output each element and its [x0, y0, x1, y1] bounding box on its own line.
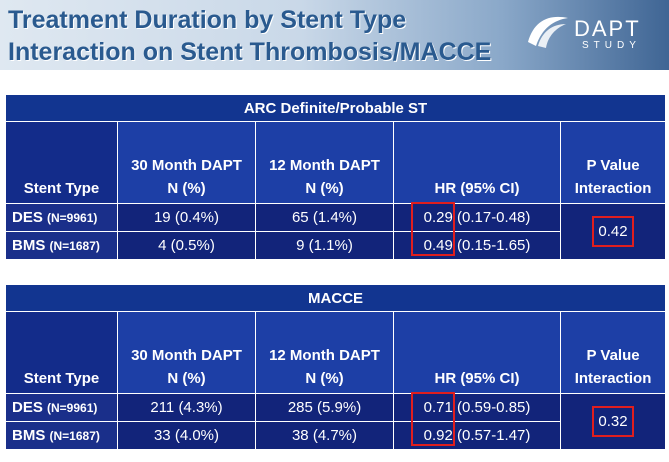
dapt30-cell: 4 (0.5%) — [117, 231, 256, 260]
section-title: ARC Definite/Probable ST — [4, 94, 667, 122]
tables-area: ARC Definite/Probable ST Stent Type 30 M… — [0, 70, 669, 462]
col-header-hr: HR (95% CI) — [393, 311, 561, 394]
table-row: DES (N=9961) 19 (0.4%) 65 (1.4%) 0.29 (0… — [5, 203, 667, 260]
col-header-stent-type: Stent Type — [5, 311, 118, 394]
col-header-30-month-dapt: 30 Month DAPT N (%) — [117, 311, 256, 394]
hr-cell: 0.49 (0.15-1.65) — [393, 231, 561, 260]
col-header-hr: HR (95% CI) — [393, 121, 561, 204]
stent-type-cell: DES (N=9961) — [5, 203, 118, 232]
dapt12-cell: 285 (5.9%) — [255, 393, 394, 422]
p-value-highlight: 0.42 — [592, 216, 634, 247]
p-value-cell: 0.32 — [559, 393, 667, 450]
section-title: MACCE — [4, 284, 667, 312]
dapt-study-logo: DAPT STUDY — [524, 12, 664, 56]
table-row: DES (N=9961) 211 (4.3%) 285 (5.9%) 0.71 … — [5, 393, 667, 450]
hr-cell: 0.71 (0.59-0.85) — [393, 393, 561, 422]
logo-subtitle: STUDY — [582, 40, 641, 51]
macce-table: MACCE Stent Type 30 Month DAPT N (%) 12 M… — [4, 284, 667, 450]
col-header-30-month-dapt: 30 Month DAPT N (%) — [117, 121, 256, 204]
st-table: ARC Definite/Probable ST Stent Type 30 M… — [4, 94, 667, 260]
col-header-12-month-dapt: 12 Month DAPT N (%) — [255, 311, 394, 394]
slide-title: Treatment Duration by Stent Type Interac… — [8, 4, 491, 68]
p-value-cell: 0.42 — [559, 203, 667, 260]
hr-cell: 0.92 (0.57-1.47) — [393, 421, 561, 450]
col-header-p-value: P Value Interaction — [559, 121, 667, 204]
title-banner: Treatment Duration by Stent Type Interac… — [0, 0, 669, 70]
slide-title-line1: Treatment Duration by Stent Type — [8, 6, 407, 34]
col-header-12-month-dapt: 12 Month DAPT N (%) — [255, 121, 394, 204]
dapt-logo-icon — [528, 16, 568, 48]
stent-type-cell: BMS (N=1687) — [5, 231, 118, 260]
dapt12-cell: 65 (1.4%) — [255, 203, 394, 232]
table-row: BMS (N=1687) 4 (0.5%) 9 (1.1%) 0.49 (0.1… — [5, 231, 666, 260]
dapt12-cell: 38 (4.7%) — [255, 421, 394, 450]
dapt12-cell: 9 (1.1%) — [255, 231, 394, 260]
stent-type-cell: BMS (N=1687) — [5, 421, 118, 450]
col-header-stent-type: Stent Type — [5, 121, 118, 204]
hr-cell: 0.29 (0.17-0.48) — [393, 203, 561, 232]
p-value-highlight: 0.32 — [592, 406, 634, 437]
slide-title-line2: Interaction on Stent Thrombosis/MACCE — [8, 38, 492, 66]
dapt30-cell: 211 (4.3%) — [117, 393, 256, 422]
stent-type-cell: DES (N=9961) — [5, 393, 118, 422]
dapt30-cell: 19 (0.4%) — [117, 203, 256, 232]
dapt30-cell: 33 (4.0%) — [117, 421, 256, 450]
logo-word: DAPT — [574, 16, 641, 41]
col-header-p-value: P Value Interaction — [559, 311, 667, 394]
